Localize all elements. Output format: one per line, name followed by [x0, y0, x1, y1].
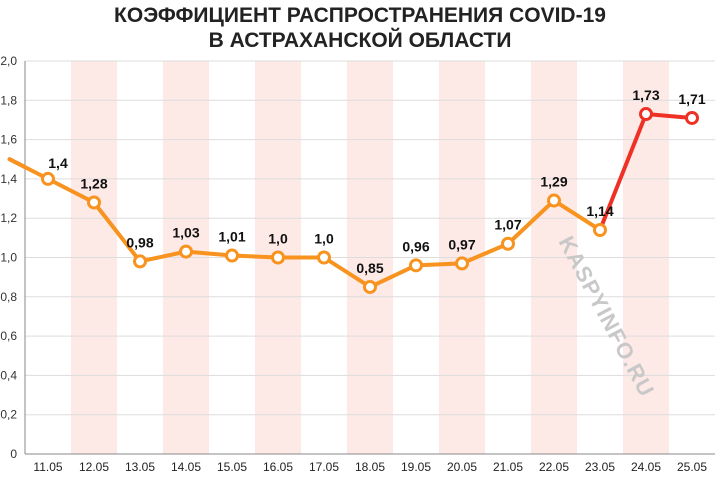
data-point [409, 258, 423, 273]
data-point [593, 222, 607, 237]
x-tick-label: 19.05 [401, 460, 431, 474]
data-label: 1,0 [268, 231, 288, 247]
data-point [271, 250, 285, 265]
x-tick-label: 20.05 [447, 460, 477, 474]
y-axis-ticks: 0 0,2 0,4 0,6 0,8 1,0 1,2 1,4 1,6 1,8 2,0 [0, 54, 17, 461]
y-tick-label: 0,6 [0, 329, 17, 343]
y-tick-label: 0,2 [0, 408, 17, 422]
data-point [455, 256, 469, 271]
data-label: 1,0 [314, 231, 334, 247]
data-label: 0,98 [126, 234, 153, 250]
y-tick-label: 1,0 [0, 251, 17, 265]
series-line-segment [552, 198, 602, 232]
series-line-segment [184, 249, 234, 258]
y-tick-label: 0,8 [0, 290, 17, 304]
x-tick-label: 15.05 [217, 460, 247, 474]
x-tick-label: 17.05 [309, 460, 339, 474]
series-line-segment [506, 198, 556, 246]
series-line-segment [368, 263, 418, 289]
data-point [41, 171, 55, 186]
x-tick-label: 13.05 [125, 460, 155, 474]
data-point [639, 107, 653, 122]
data-label: 1,73 [632, 87, 659, 103]
data-label: 1,01 [218, 229, 245, 245]
data-point [317, 250, 331, 265]
y-tick-label: 2,0 [0, 54, 17, 68]
data-label: 1,28 [80, 175, 107, 191]
data-point [225, 248, 239, 263]
data-label: 1,29 [540, 174, 567, 190]
x-tick-label: 25.05 [677, 460, 707, 474]
x-tick-label: 24.05 [631, 460, 661, 474]
x-tick-label: 16.05 [263, 460, 293, 474]
x-tick-label: 21.05 [493, 460, 523, 474]
y-tick-label: 1,8 [0, 93, 17, 107]
series-line-segment [460, 241, 510, 266]
x-tick-label: 23.05 [585, 460, 615, 474]
data-labels: 1,4 1,28 0,98 1,03 1,01 1,0 1,0 0,85 0,96 0,97 1,0… [48, 87, 706, 276]
series-line-segment [46, 176, 96, 205]
x-tick-label: 18.05 [355, 460, 385, 474]
series-line [7, 112, 694, 289]
data-label: 1,4 [48, 155, 68, 171]
x-tick-label: 22.05 [539, 460, 569, 474]
x-tick-label: 14.05 [171, 460, 201, 474]
x-tick-label: 12.05 [79, 460, 109, 474]
data-point [547, 193, 561, 208]
series-line-segment [644, 112, 694, 120]
gridlines [24, 60, 715, 455]
data-point [87, 195, 101, 210]
y-tick-label: 0,4 [0, 368, 17, 382]
data-label: 1,03 [172, 225, 199, 241]
series-points [41, 107, 699, 294]
data-label: 1,07 [494, 217, 521, 233]
data-point [685, 110, 699, 125]
data-label: 1,14 [586, 203, 613, 219]
y-tick-label: 1,2 [0, 211, 17, 225]
series-line-segment [414, 261, 464, 268]
y-tick-label: 1,4 [0, 172, 17, 186]
chart-title-line-1: КОЭФФИЦИЕНТ РАСПРОСТРАНЕНИЯ COVID-19 [114, 4, 606, 27]
data-label: 0,96 [402, 238, 429, 254]
y-tick-label: 0 [10, 447, 17, 461]
data-label: 1,71 [678, 91, 705, 107]
data-point [501, 236, 515, 251]
x-tick-label: 11.05 [33, 460, 62, 474]
series-line-segment [138, 249, 188, 264]
y-tick-label: 1,6 [0, 133, 17, 147]
series-line-segment [598, 112, 648, 232]
x-axis-ticks: 11.05 12.05 13.05 14.05 15.05 16.05 17.05 18.05… [33, 460, 707, 474]
data-point [363, 279, 377, 294]
data-label: 0,97 [448, 236, 475, 252]
series-line-segment [230, 253, 280, 260]
series-line-segment [92, 200, 142, 264]
data-point [133, 254, 147, 269]
data-point [179, 244, 193, 259]
series-line-segment [7, 157, 50, 181]
data-label: 0,85 [356, 260, 383, 276]
chart-title-line-2: В АСТРАХАНСКОЙ ОБЛАСТИ [209, 28, 512, 52]
series-line-segment [322, 255, 372, 289]
